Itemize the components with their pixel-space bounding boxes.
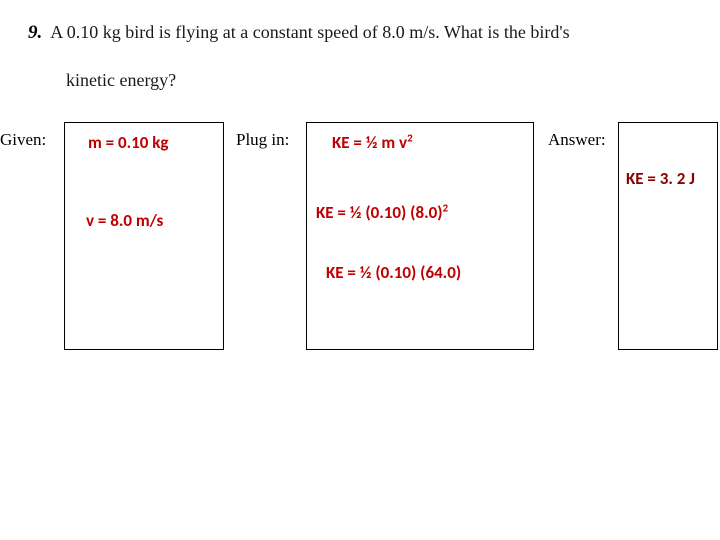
- plugin-formula: KE = ½ m v2: [332, 132, 413, 153]
- label-plugin: Plug in:: [236, 130, 289, 150]
- answer-box: [618, 122, 718, 350]
- given-velocity: v = 8.0 m/s: [86, 210, 163, 231]
- plugin-formula-exp: 2: [407, 131, 413, 144]
- plugin-step3: KE = ½ (0.10) (64.0): [326, 262, 461, 283]
- question-row: 9. A 0.10 kg bird is flying at a constan…: [28, 22, 570, 44]
- plugin-step2-exp: 2: [443, 201, 449, 214]
- label-answer: Answer:: [548, 130, 606, 150]
- answer-value: KE = 3. 2 J: [626, 168, 695, 189]
- question-number: 9.: [28, 22, 42, 44]
- plugin-step2-text: KE = ½ (0.10) (8.0): [316, 202, 443, 223]
- given-mass: m = 0.10 kg: [88, 132, 168, 153]
- plugin-step2: KE = ½ (0.10) (8.0)2: [316, 202, 448, 223]
- question-line1: A 0.10 kg bird is flying at a constant s…: [50, 22, 569, 43]
- plugin-box: [306, 122, 534, 350]
- question-line2: kinetic energy?: [66, 70, 176, 91]
- label-given: Given:: [0, 130, 46, 150]
- given-box: [64, 122, 224, 350]
- plugin-formula-text: KE = ½ m v: [332, 132, 407, 153]
